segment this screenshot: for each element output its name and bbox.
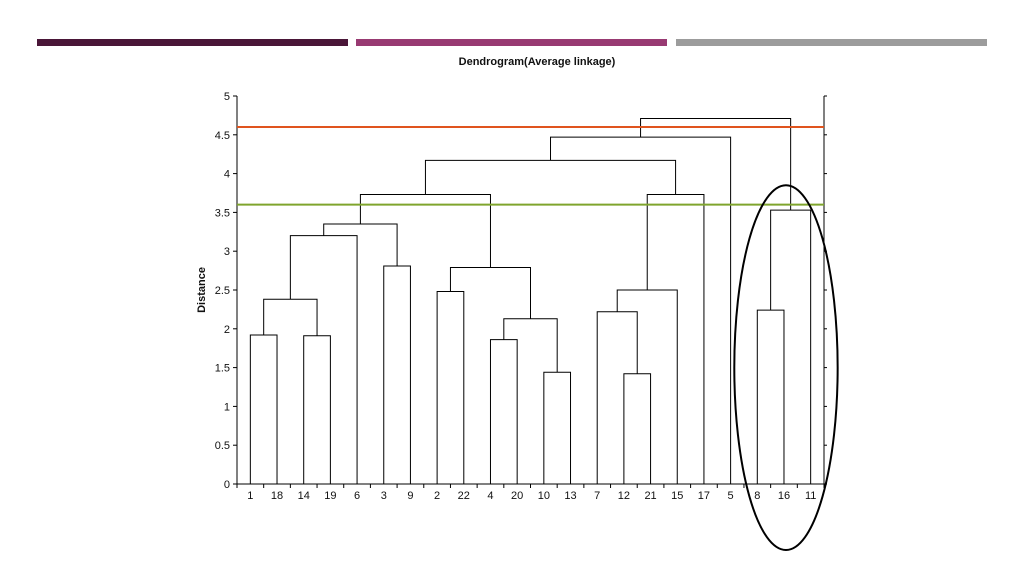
- y-tick-label: 1: [224, 401, 230, 413]
- leaf-label: 9: [407, 490, 413, 502]
- y-tick-label: 3.5: [215, 207, 230, 219]
- dendrogram-link: [303, 335, 331, 484]
- dendrogram-link: [489, 339, 518, 484]
- leaf-label: 6: [354, 490, 360, 502]
- leaf-label: 21: [644, 490, 656, 502]
- leaf-label: 8: [754, 490, 760, 502]
- dendrogram-link: [323, 223, 398, 266]
- leaf-label: 5: [728, 490, 734, 502]
- y-tick-label: 5: [224, 91, 230, 103]
- dendrogram-link: [449, 266, 531, 319]
- y-tick-label: 4.5: [215, 130, 230, 142]
- cut-lines: [237, 126, 824, 206]
- leaf-label: 20: [511, 490, 523, 502]
- y-axis-label: Distance: [196, 267, 208, 313]
- dendrogram-link: [424, 159, 677, 195]
- leaf-label: 14: [298, 490, 310, 502]
- leaf-label: 13: [564, 490, 576, 502]
- y-tick-label: 0.5: [215, 440, 230, 452]
- dendrogram-link: [436, 291, 465, 484]
- y-tick-label: 0: [224, 479, 230, 491]
- leaf-label: 3: [381, 490, 387, 502]
- leaf-label: 12: [618, 490, 630, 502]
- leaf-label: 11: [805, 490, 816, 502]
- y-axis-ticks: 0 0.5 1 1.5 2 2.5 3 3.5 4 4.5 5: [215, 91, 827, 491]
- cluster-highlight: [733, 184, 839, 551]
- y-tick-label: 2.5: [215, 285, 230, 297]
- dendrogram-link: [543, 371, 572, 484]
- leaf-label: 10: [538, 490, 550, 502]
- dendrogram-link: [616, 289, 678, 484]
- dendrogram-link: [770, 209, 812, 484]
- leaf-label: 2: [434, 490, 440, 502]
- y-tick-label: 2: [224, 324, 230, 336]
- decorative-bar-gray: [676, 39, 987, 46]
- highlight-ellipse: [733, 184, 839, 551]
- leaf-label: 19: [324, 490, 336, 502]
- x-axis-leaf-labels: 1 18 14 19 6 3 9 2 22 4 20 10 13 7 12 21 15 17 5 8 16 11: [236, 484, 825, 502]
- chart-title: Dendrogram(Average linkage): [459, 56, 616, 68]
- y-tick-label: 1.5: [215, 363, 230, 375]
- leaf-label: 4: [487, 490, 493, 502]
- dendrogram-link: [646, 194, 705, 484]
- dendrogram-link: [756, 309, 785, 484]
- leaf-label: 16: [778, 490, 790, 502]
- leaf-label: 17: [698, 490, 710, 502]
- decorative-bar-dark-plum: [37, 39, 348, 46]
- y-tick-label: 3: [224, 246, 230, 258]
- dendrogram-links: [249, 118, 812, 484]
- dendrogram-link: [383, 265, 411, 484]
- leaf-label: 18: [271, 490, 283, 502]
- leaf-label: 1: [247, 490, 253, 502]
- dendrogram-link: [289, 235, 358, 484]
- dendrogram-link: [623, 373, 652, 484]
- dendrogram-link: [263, 298, 318, 336]
- dendrogram-link: [249, 334, 278, 484]
- y-tick-label: 4: [224, 169, 230, 181]
- dendrogram-link: [503, 318, 558, 373]
- decorative-bar-magenta: [356, 39, 667, 46]
- leaf-label: 7: [594, 490, 600, 502]
- dendrogram-link: [596, 311, 638, 484]
- leaf-label: 22: [458, 490, 470, 502]
- leaf-label: 15: [671, 490, 683, 502]
